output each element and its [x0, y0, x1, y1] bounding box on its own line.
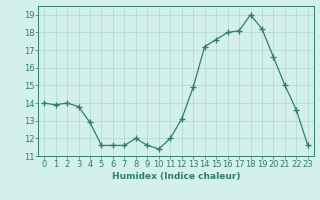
X-axis label: Humidex (Indice chaleur): Humidex (Indice chaleur)	[112, 172, 240, 181]
